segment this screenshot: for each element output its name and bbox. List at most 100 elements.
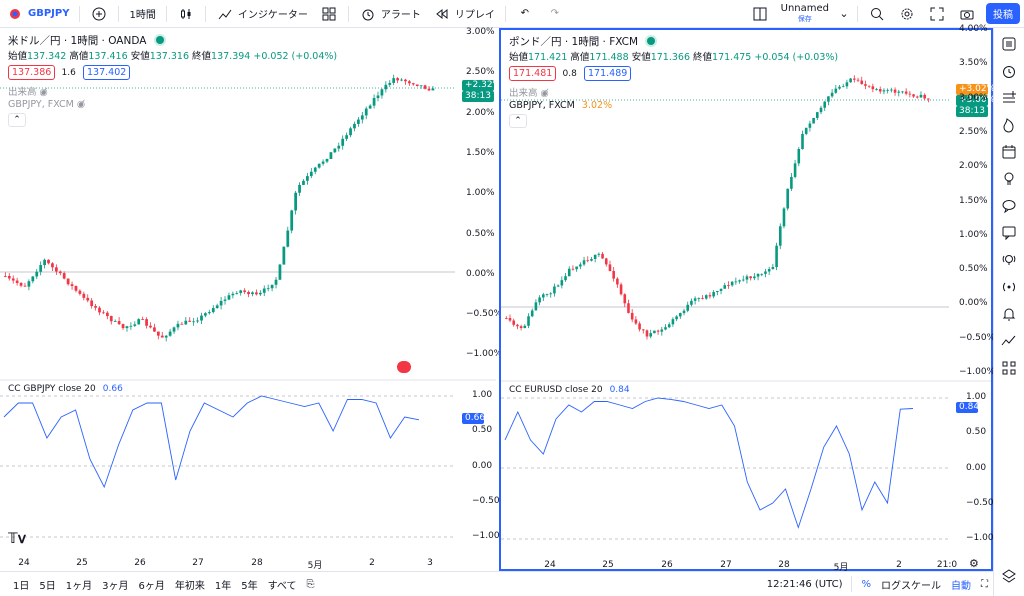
log-scale-toggle[interactable]: ログスケール [881, 580, 941, 592]
right-chart-pane[interactable]: ポンド／円 · 1時間 · FXCM 始値171.421 高値171.488 安… [499, 24, 995, 573]
chevron-down-icon[interactable]: ⌄ [839, 7, 849, 20]
layout-grid-button[interactable] [314, 0, 344, 28]
high-value: 171.488 [589, 52, 629, 63]
open-label: 始値 [509, 52, 529, 63]
buy-button[interactable]: 171.489 [584, 66, 632, 81]
grid-icon [320, 5, 338, 23]
market-open-dot [155, 36, 164, 44]
collapse-legend-button[interactable]: ⌃ [509, 114, 527, 128]
layout-name-button[interactable]: Unnamed 保存 [775, 0, 835, 28]
chart-type-button[interactable] [171, 0, 201, 28]
candle-body [830, 92, 834, 97]
candle-body [66, 278, 70, 285]
alerts-button[interactable] [998, 61, 1020, 83]
candle-body [704, 295, 708, 299]
trading-button[interactable] [998, 331, 1020, 353]
indicators-button[interactable]: インジケーター [210, 0, 314, 28]
tips-button[interactable] [998, 250, 1020, 272]
range-button[interactable]: 1年 [214, 580, 232, 592]
left-ohlc: 始値137.342 高値137.416 安値137.316 終値137.394 … [8, 48, 337, 62]
right-price-tag: +3.00% [956, 95, 995, 106]
compare-add-button[interactable] [84, 0, 114, 28]
eye-off-icon[interactable]: ◉̸ [540, 88, 549, 99]
sell-button[interactable]: 137.386 [8, 65, 56, 80]
ideas-button[interactable] [998, 169, 1020, 191]
chats-button[interactable] [998, 196, 1020, 218]
candle-body [286, 230, 290, 247]
fullscreen-layout-button[interactable]: ⛶ [976, 579, 993, 590]
candle-body [325, 158, 329, 162]
messages-button[interactable] [998, 223, 1020, 245]
alert-button[interactable]: アラート [353, 0, 427, 28]
candle-body [278, 264, 282, 280]
candle-body [519, 326, 523, 329]
eye-off-icon[interactable]: ◉̸ [39, 87, 48, 98]
layout-toggle-button[interactable] [745, 0, 775, 28]
left-chart-canvas[interactable] [0, 28, 496, 571]
candle-body [415, 84, 419, 87]
range-button[interactable]: 3ヶ月 [102, 580, 129, 592]
range-button[interactable]: 5年 [241, 580, 258, 592]
auto-scale-toggle[interactable]: 自動 [951, 580, 971, 592]
candle-body [231, 293, 235, 296]
candle-body [98, 307, 101, 313]
range-button[interactable]: 5日 [39, 580, 56, 592]
range-button[interactable]: 6ヶ月 [138, 580, 165, 592]
panel-icon [751, 5, 769, 23]
symbol-search[interactable]: GBPJPY [0, 0, 75, 28]
axis-tick-label: 2.00% [959, 161, 988, 172]
low-value: 137.316 [149, 51, 189, 62]
range-button[interactable]: すべて [267, 580, 297, 592]
candle-body [841, 86, 845, 88]
percent-toggle[interactable]: % [861, 578, 871, 590]
dots-grid-icon [1001, 360, 1017, 379]
notifications-button[interactable] [998, 304, 1020, 326]
collapse-legend-button[interactable]: ⌃ [8, 113, 26, 127]
watchlist-button[interactable] [998, 34, 1020, 56]
object-tree-button[interactable] [998, 88, 1020, 110]
candle-body [341, 138, 345, 146]
candle-body [679, 313, 682, 317]
publish-button[interactable]: 投稿 [982, 0, 1024, 28]
candle-body [321, 161, 325, 164]
candle-body [223, 299, 227, 301]
streams-button[interactable] [998, 277, 1020, 299]
fullscreen-button[interactable] [922, 0, 952, 28]
range-button[interactable]: 年初来 [174, 580, 205, 592]
buy-button[interactable]: 137.402 [83, 65, 131, 80]
candle-body [516, 324, 519, 327]
candle-body [856, 79, 860, 81]
left-chart-pane[interactable]: 米ドル／円 · 1時間 · OANDA 始値137.342 高値137.416 … [0, 27, 502, 571]
settings-button[interactable] [892, 0, 922, 28]
layers-button[interactable] [998, 566, 1020, 588]
go-to-date-button[interactable]: ⎘ [302, 579, 320, 590]
candle-body [808, 123, 812, 128]
axis-tick-label: 3.00% [959, 92, 988, 103]
candle-body [827, 96, 830, 102]
time-axis-label: 26 [661, 560, 673, 570]
candle-body [667, 324, 671, 328]
candle-body [619, 284, 623, 295]
interval-button[interactable]: 1時間 [123, 0, 161, 28]
calendar-button[interactable] [998, 142, 1020, 164]
compare-symbol: GBPJPY, FXCM [509, 100, 575, 111]
axis-settings-button[interactable]: ⚙ [969, 557, 979, 570]
hotlists-button[interactable] [998, 115, 1020, 137]
products-button[interactable] [998, 358, 1020, 380]
search-button[interactable] [862, 0, 892, 28]
candle-body [819, 107, 823, 113]
redo-button[interactable]: ↷ [540, 0, 570, 28]
replay-button[interactable]: リプレイ [427, 0, 501, 28]
candle-body [686, 304, 690, 311]
range-button[interactable]: 1日 [13, 580, 30, 592]
undo-button[interactable]: ↶ [510, 0, 540, 28]
range-button[interactable]: 1ヶ月 [65, 580, 93, 592]
snapshot-button[interactable] [952, 0, 982, 28]
utc-time[interactable]: 12:21:46 (UTC) [766, 578, 843, 590]
candle-body [567, 268, 571, 277]
candle-body [653, 330, 656, 334]
right-chart-canvas[interactable] [501, 30, 991, 569]
eye-off-icon[interactable]: ◉̸ [76, 99, 86, 110]
right-compare-row: GBPJPY, FXCM 3.02% [509, 100, 612, 111]
sell-button[interactable]: 171.481 [509, 66, 557, 81]
